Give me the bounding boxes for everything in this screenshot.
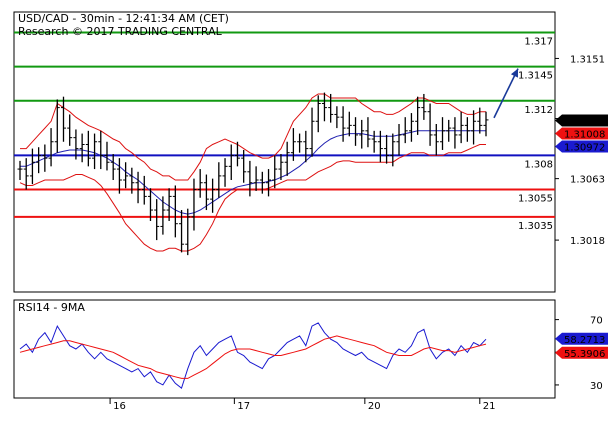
lower_band-line [19, 144, 486, 252]
rsi-line [19, 322, 487, 390]
level-label: 1.3055 [518, 194, 553, 205]
value-tag-bg [555, 346, 608, 359]
rsi-lines [19, 322, 487, 390]
moving_average-line [20, 130, 486, 215]
y-tick-label: 1.3151 [570, 54, 605, 65]
projection-arrow [493, 68, 519, 119]
level-label: 1.3035 [518, 221, 553, 232]
x-tick-label: 17 [237, 401, 250, 412]
chart-credit: Research © 2017 TRADING CENTRAL [18, 25, 223, 38]
level-label: 1.312 [524, 105, 553, 116]
value-tag-label: 58.2713 [564, 335, 605, 346]
value-tag-bg [555, 140, 608, 153]
rsi-y-tick-label: 30 [590, 381, 603, 392]
rsi-y-tick-label: 70 [590, 316, 603, 327]
x-tick-label: 20 [368, 401, 381, 412]
level-label: 1.3145 [518, 71, 553, 82]
value-tag-bg [555, 332, 608, 345]
value-tag-bg [555, 127, 608, 140]
price-panel [13, 11, 556, 293]
value-tag-label: 1.31056 [564, 116, 605, 127]
x-tick-label: 21 [483, 401, 496, 412]
y-tick-label: 1.3063 [570, 175, 605, 186]
x-axis-ticks: 16 17 20 21 [109, 398, 496, 412]
rsi_ma-line [19, 335, 487, 379]
rsi-panel [13, 299, 556, 399]
value-tag-label: 55.3906 [564, 349, 605, 360]
arrow-shaft [493, 68, 519, 119]
level-label: 1.308 [524, 159, 553, 170]
level-lines: 1.317 1.3145 1.312 1.308 1.3055 1.3035 [14, 31, 555, 232]
upper_band-line [20, 93, 486, 181]
y-tick-label: 1.3018 [570, 236, 605, 247]
x-tick-label: 16 [113, 401, 126, 412]
value-tag-label: 1.31008 [564, 129, 605, 140]
chart-title: USD/CAD - 30min - 12:41:34 AM (CET) [18, 12, 229, 25]
level-label: 1.317 [524, 36, 553, 47]
arrow-head [510, 68, 518, 78]
value-tags: 1.31056 1.31008 1.30972 58.2713 55.3906 [555, 114, 608, 360]
value-tag-label: 1.30972 [564, 142, 605, 153]
price-bars [17, 92, 489, 256]
rsi-title: RSI14 - 9MA [18, 301, 85, 314]
bollinger-bands [19, 93, 486, 252]
value-tag-bg [555, 114, 608, 127]
